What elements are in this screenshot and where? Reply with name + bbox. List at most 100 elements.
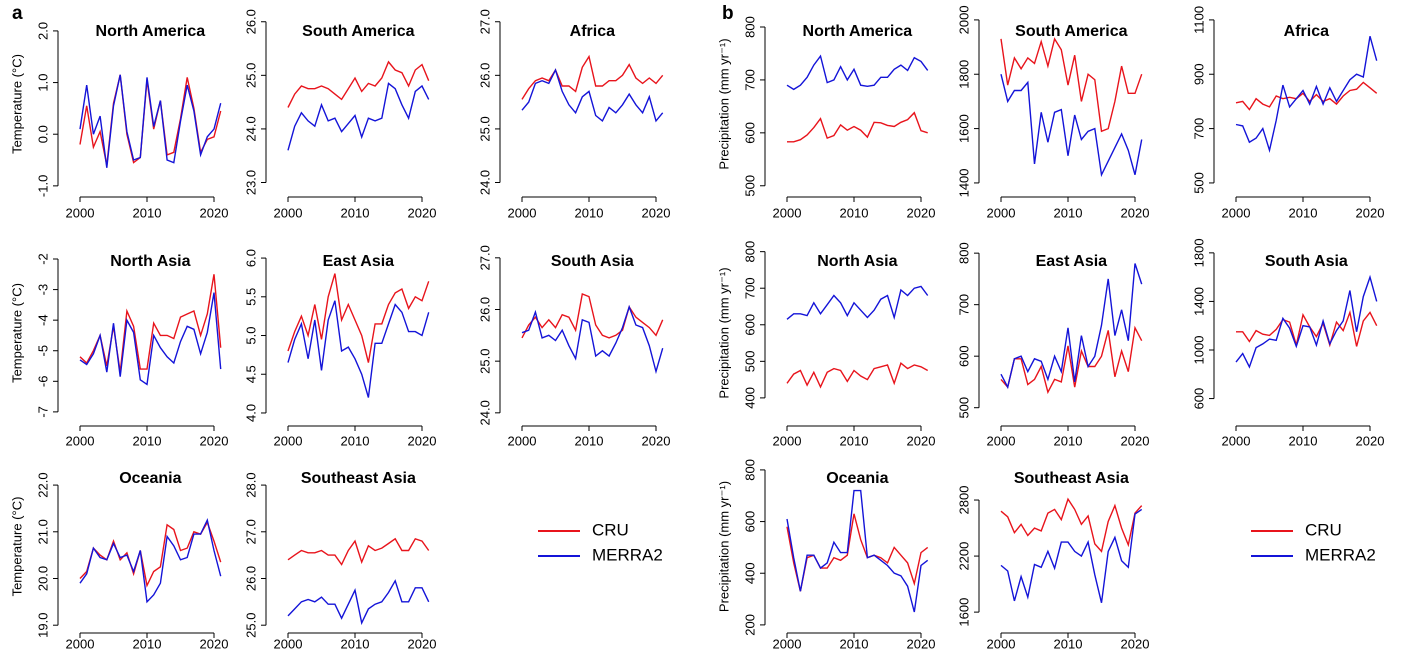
y-tick-label: 25.0 xyxy=(477,349,492,374)
data-line xyxy=(1235,36,1378,154)
x-tick-label: 2000 xyxy=(1222,205,1251,220)
y-tick-label: 700 xyxy=(742,277,757,299)
y-tick-label: 800 xyxy=(742,241,757,263)
x-tick-label: 2020 xyxy=(1121,433,1150,448)
x-tick-label: 2000 xyxy=(274,433,303,448)
y-tick-label: 25.0 xyxy=(243,613,258,638)
x-tick-label: 2010 xyxy=(1054,636,1083,651)
y-tick-label: 2200 xyxy=(956,542,971,571)
chart-title: South America xyxy=(1015,23,1127,40)
x-tick-label: 2010 xyxy=(133,205,162,220)
chart-title: Africa xyxy=(1284,23,1329,40)
data-line xyxy=(1000,74,1143,178)
data-line xyxy=(287,82,430,151)
chart-title: Southeast Asia xyxy=(301,470,416,487)
chart-title: Southeast Asia xyxy=(1014,470,1129,487)
legend-label: MERRA2 xyxy=(592,545,663,564)
x-tick-label: 2000 xyxy=(508,205,537,220)
chart-title: North Asia xyxy=(817,253,897,270)
x-tick-label: 2010 xyxy=(341,205,370,220)
data-line xyxy=(787,111,928,143)
y-tick-label: 25.0 xyxy=(477,116,492,141)
y-tick-label: 600 xyxy=(956,345,971,367)
data-line xyxy=(521,68,664,123)
y-tick-label: 600 xyxy=(742,511,757,533)
chart-title: Africa xyxy=(570,23,615,40)
x-tick-label: 2000 xyxy=(274,636,303,651)
y-tick-label: 27.0 xyxy=(243,519,258,544)
x-tick-label: 2000 xyxy=(773,205,802,220)
x-tick-label: 2010 xyxy=(133,433,162,448)
x-tick-label: 2020 xyxy=(1121,636,1150,651)
chart-title: North America xyxy=(96,23,206,40)
x-tick-label: 2010 xyxy=(840,636,869,651)
y-tick-label: 500 xyxy=(742,350,757,372)
x-tick-label: 2000 xyxy=(274,205,303,220)
y-tick-label: 1400 xyxy=(956,168,971,197)
y-axis-label: Temperature (°C) xyxy=(9,497,24,597)
panel-label: b xyxy=(722,3,734,24)
data-line xyxy=(79,74,222,168)
x-tick-label: 2000 xyxy=(987,205,1016,220)
chart-title: East Asia xyxy=(1036,253,1108,270)
y-tick-label: -3 xyxy=(35,284,50,296)
y-tick-label: 1400 xyxy=(1191,287,1206,316)
y-tick-label: 1800 xyxy=(1191,238,1206,267)
data-line xyxy=(1000,325,1143,395)
y-tick-label: 600 xyxy=(742,122,757,144)
y-tick-label: 700 xyxy=(956,294,971,316)
x-tick-label: 2010 xyxy=(575,433,604,448)
y-tick-label: 6.0 xyxy=(243,249,258,267)
x-tick-label: 2020 xyxy=(1121,205,1150,220)
x-tick-label: 2020 xyxy=(907,205,936,220)
x-tick-label: 2010 xyxy=(341,433,370,448)
data-line xyxy=(1000,263,1143,390)
data-line xyxy=(287,273,430,363)
data-line xyxy=(1235,274,1378,369)
x-tick-label: 2010 xyxy=(1054,205,1083,220)
data-line xyxy=(1000,497,1143,553)
data-line xyxy=(1000,37,1143,133)
chart-title: North America xyxy=(803,23,913,40)
data-line xyxy=(287,537,430,566)
x-tick-label: 2000 xyxy=(773,433,802,448)
y-tick-label: 2800 xyxy=(956,486,971,515)
y-tick-label: 22.0 xyxy=(35,472,50,497)
y-tick-label: 500 xyxy=(1191,172,1206,194)
y-axis-label: Precipitation (mm yr⁻¹) xyxy=(716,38,731,169)
y-tick-label: -6 xyxy=(35,376,50,388)
x-tick-label: 2010 xyxy=(133,636,162,651)
x-tick-label: 2000 xyxy=(508,433,537,448)
x-tick-label: 2020 xyxy=(408,636,437,651)
x-tick-label: 2020 xyxy=(200,205,229,220)
x-tick-label: 2020 xyxy=(642,205,671,220)
y-tick-label: 20.0 xyxy=(35,566,50,591)
data-line xyxy=(786,362,929,389)
data-line xyxy=(1236,309,1378,348)
data-line xyxy=(521,293,664,339)
y-tick-label: 5.0 xyxy=(243,326,258,344)
y-tick-label: 26.0 xyxy=(477,63,492,88)
x-tick-label: 2000 xyxy=(66,205,95,220)
y-tick-label: 400 xyxy=(742,562,757,584)
y-tick-label: 1.0 xyxy=(35,74,50,92)
x-tick-label: 2010 xyxy=(341,636,370,651)
y-tick-label: 1600 xyxy=(956,598,971,627)
x-tick-label: 2020 xyxy=(200,433,229,448)
data-line xyxy=(1000,508,1143,603)
y-tick-label: 1000 xyxy=(1191,336,1206,365)
x-tick-label: 2000 xyxy=(987,636,1016,651)
chart-title: East Asia xyxy=(323,253,395,270)
y-axis-label: Precipitation (mm yr⁻¹) xyxy=(716,267,731,398)
y-tick-label: -4 xyxy=(35,314,50,326)
y-axis-label: Temperature (°C) xyxy=(9,54,24,154)
y-tick-label: 1100 xyxy=(1191,6,1206,34)
y-axis-label: Temperature (°C) xyxy=(9,283,24,383)
x-tick-label: 2020 xyxy=(642,433,671,448)
y-tick-label: 23.0 xyxy=(243,170,258,195)
data-line xyxy=(287,579,430,626)
panel-label: a xyxy=(12,3,23,24)
x-tick-label: 2010 xyxy=(1289,433,1318,448)
chart-title: Oceania xyxy=(119,470,181,487)
data-line xyxy=(79,520,222,588)
